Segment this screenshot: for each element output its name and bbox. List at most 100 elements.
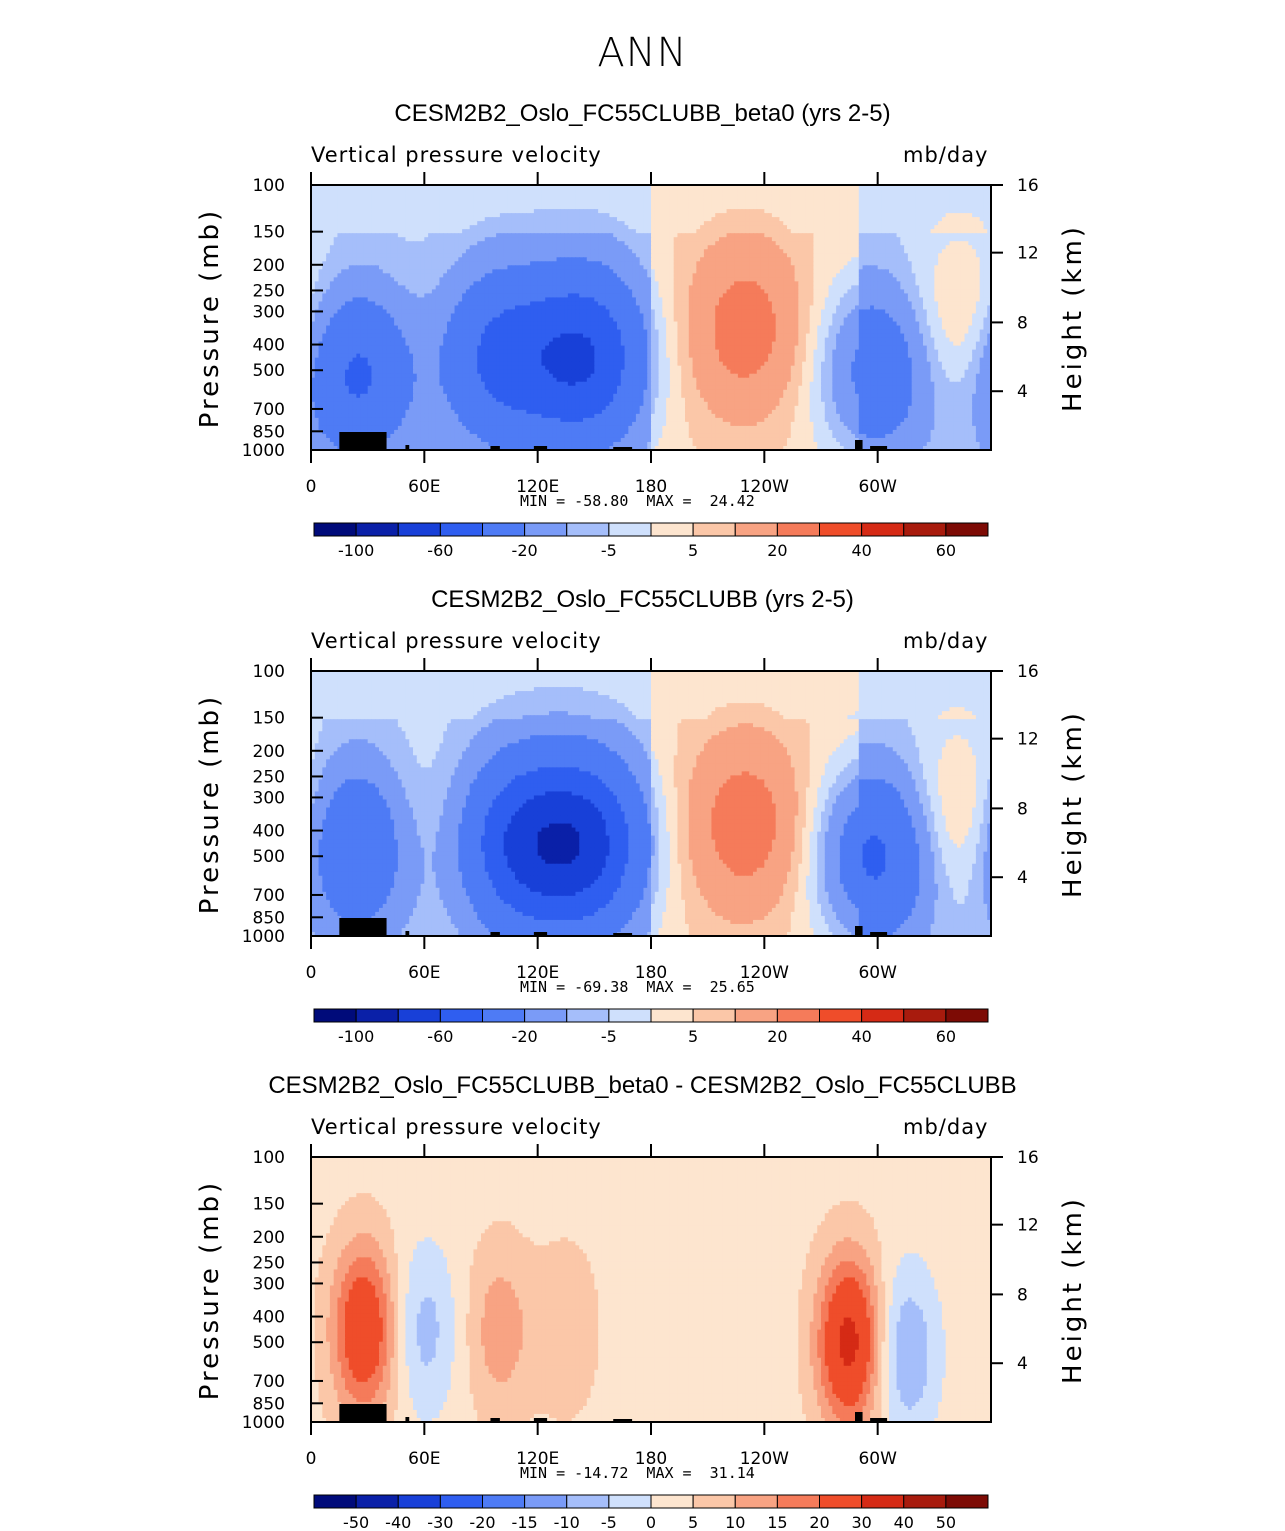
contour-cell (776, 197, 780, 202)
contour-cell (387, 193, 391, 198)
contour-cell (817, 189, 821, 194)
contour-cell (473, 189, 477, 194)
contour-cell (451, 205, 455, 210)
contour-cell (609, 193, 613, 198)
contour-cell (949, 201, 953, 206)
contour-cell (923, 193, 927, 198)
contour-cell (375, 189, 379, 194)
contour-cell (428, 189, 432, 194)
contour-cell (568, 205, 572, 210)
contour-cell (466, 205, 470, 210)
contour-cell (806, 201, 810, 206)
contour-cell (455, 201, 459, 206)
contour-cell (961, 197, 965, 202)
contour-cell (473, 193, 477, 198)
contour-cell (863, 189, 867, 194)
contour-cell (602, 189, 606, 194)
contour-cell (915, 201, 919, 206)
contour-cell (371, 201, 375, 206)
contour-cell (455, 197, 459, 202)
contour-cell (405, 197, 409, 202)
contour-cell (345, 193, 349, 198)
contour-cell (439, 201, 443, 206)
contour-cell (462, 193, 466, 198)
contour-cell (791, 189, 795, 194)
contour-cell (919, 197, 923, 202)
contour-cell (734, 193, 738, 198)
contour-cell (840, 205, 844, 210)
contour-cell (613, 197, 617, 202)
contour-cell (511, 201, 515, 206)
contour-cell (802, 189, 806, 194)
contour-cell (481, 201, 485, 206)
contour-cell (662, 205, 666, 210)
contour-cell (496, 193, 500, 198)
contour-cell (485, 201, 489, 206)
contour-cell (379, 205, 383, 210)
contour-cell (696, 201, 700, 206)
contour-cell (647, 205, 651, 210)
contour-cell (836, 197, 840, 202)
contour-cell (496, 205, 500, 210)
contour-cell (315, 197, 319, 202)
contour-cell (946, 201, 950, 206)
contour-cell (402, 197, 406, 202)
contour-cell (693, 189, 697, 194)
contour-cell (334, 201, 338, 206)
contour-cell (443, 197, 447, 202)
contour-cell (368, 197, 372, 202)
contour-cell (387, 197, 391, 202)
contour-cell (844, 201, 848, 206)
contour-cell (364, 205, 368, 210)
contour-cell (693, 201, 697, 206)
contour-cell (651, 197, 655, 202)
contour-cell (326, 205, 330, 210)
contour-cell (398, 197, 402, 202)
contour-cell (360, 193, 364, 198)
contour-cell (428, 193, 432, 198)
contour-cell (477, 205, 481, 210)
contour-cell (511, 193, 515, 198)
contour-cell (405, 193, 409, 198)
contour-cell (874, 197, 878, 202)
contour-cell (708, 189, 712, 194)
contour-cell (802, 193, 806, 198)
contour-cell (749, 201, 753, 206)
contour-cell (492, 189, 496, 194)
contour-cell (500, 205, 504, 210)
contour-cell (889, 193, 893, 198)
contour-cell (711, 189, 715, 194)
contour-cell (927, 201, 931, 206)
contour-cell (980, 189, 984, 194)
contour-cell (972, 201, 976, 206)
contour-cell (432, 189, 436, 194)
contour-cell (961, 189, 965, 194)
contour-cell (583, 205, 587, 210)
contour-cell (730, 189, 734, 194)
contour-cell (390, 193, 394, 198)
contour-cell (609, 189, 613, 194)
contour-cell (322, 193, 326, 198)
contour-cell (655, 189, 659, 194)
contour-cell (927, 193, 931, 198)
contour-cell (723, 193, 727, 198)
contour-cell (965, 189, 969, 194)
contour-cell (734, 189, 738, 194)
contour-cell (863, 193, 867, 198)
contour-cell (383, 205, 387, 210)
contour-cell (368, 189, 372, 194)
contour-cell (934, 193, 938, 198)
contour-cell (787, 197, 791, 202)
contour-cell (492, 201, 496, 206)
contour-cell (432, 197, 436, 202)
contour-cell (507, 193, 511, 198)
contour-cell (689, 193, 693, 198)
contour-cell (409, 193, 413, 198)
contour-cell (753, 197, 757, 202)
contour-cell (787, 205, 791, 210)
contour-cell (893, 189, 897, 194)
contour-cell (897, 197, 901, 202)
contour-cell (768, 193, 772, 198)
contour-cell (829, 205, 833, 210)
contour-cell (413, 189, 417, 194)
